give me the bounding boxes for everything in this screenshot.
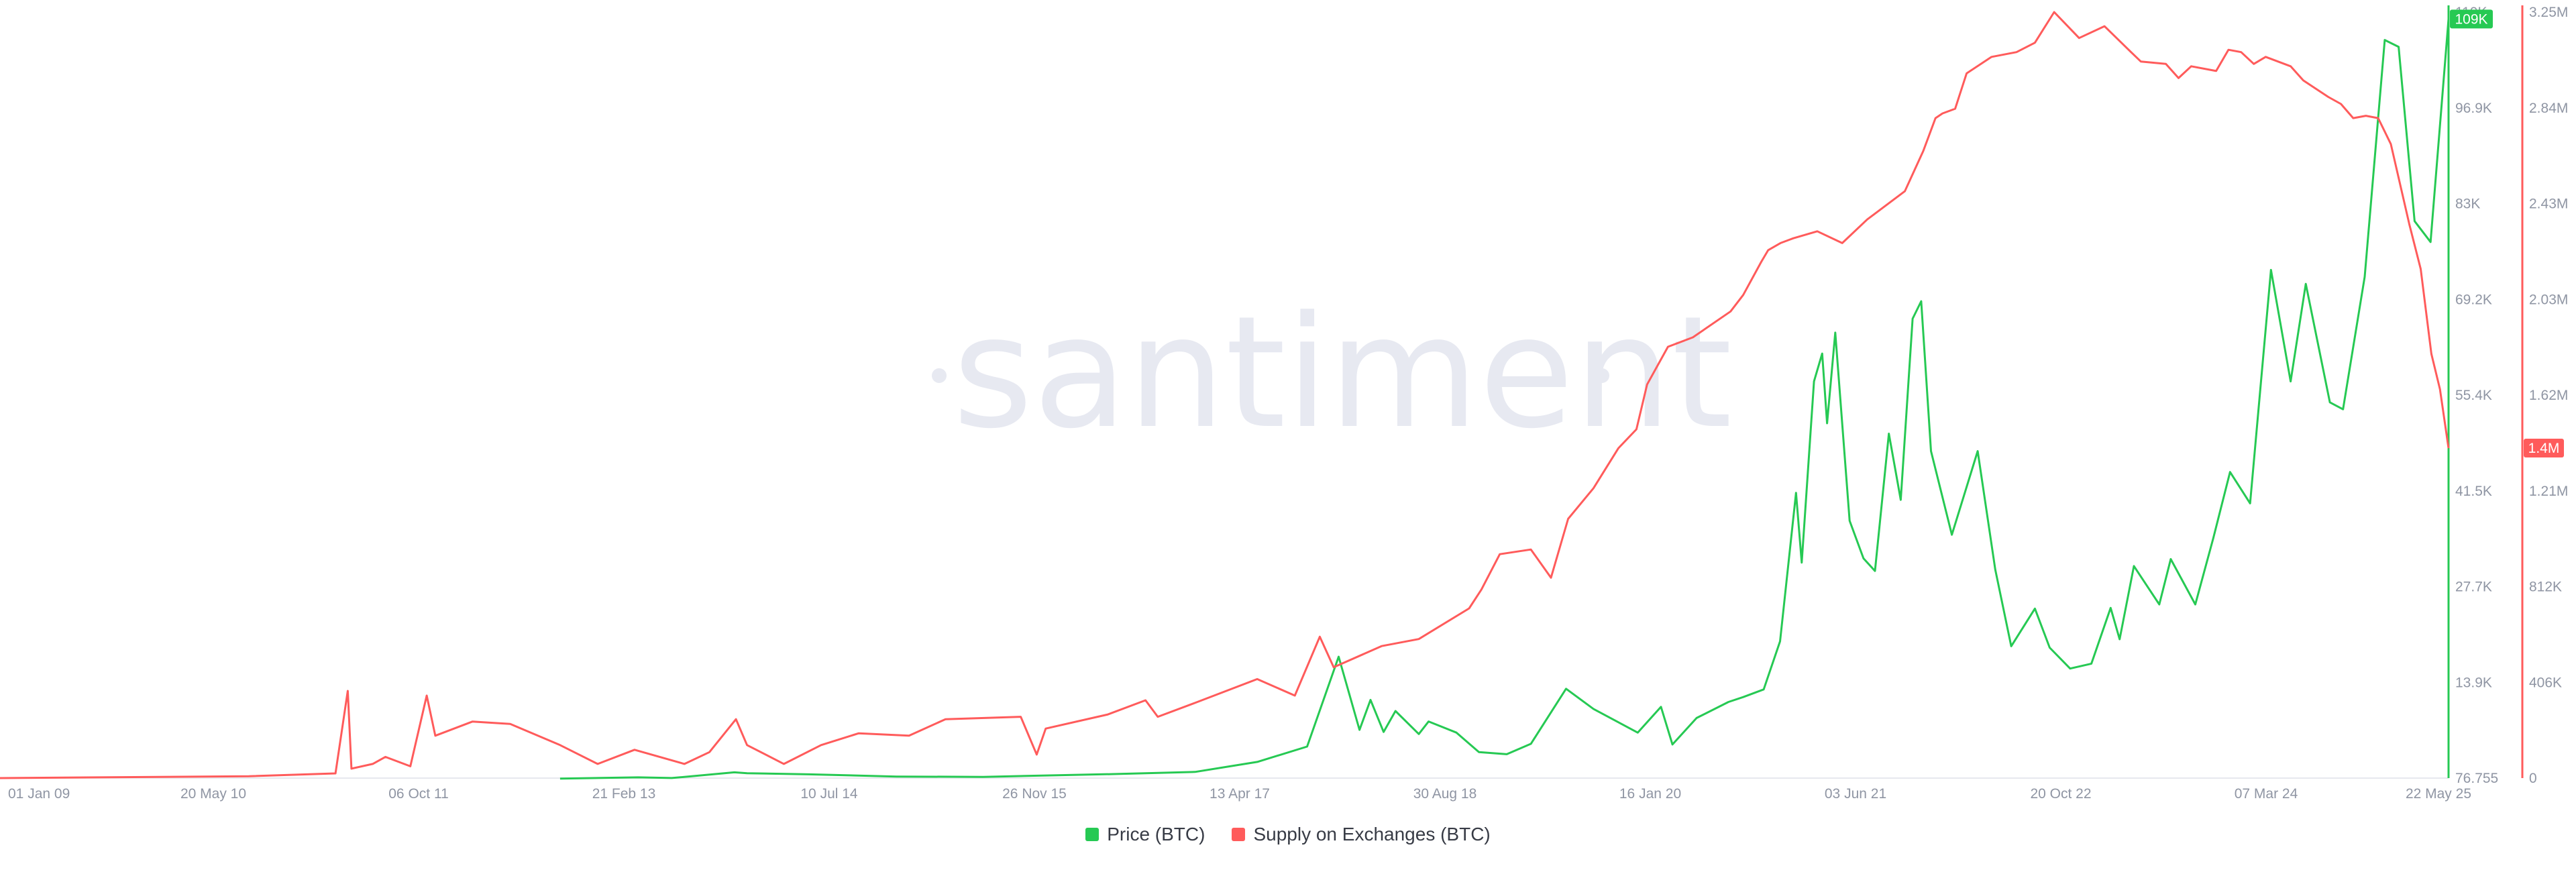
legend-label-price: Price (BTC) bbox=[1107, 824, 1205, 844]
supply-tick-label: 812K bbox=[2529, 580, 2562, 595]
price-tick-label: 83K bbox=[2455, 197, 2480, 212]
price-series-line bbox=[559, 19, 2450, 780]
supply-tick-label: 1.62M bbox=[2529, 388, 2568, 403]
x-tick-label: 16 Jan 20 bbox=[1619, 786, 1681, 802]
price-tick-label: 27.7K bbox=[2455, 580, 2492, 595]
supply-tick-label: 0 bbox=[2529, 771, 2537, 786]
legend-item-price[interactable]: Price (BTC) bbox=[1085, 824, 1205, 845]
supply-series-line bbox=[0, 11, 2450, 779]
legend-swatch-supply bbox=[1232, 828, 1246, 841]
x-tick-label: 01 Jan 09 bbox=[8, 786, 70, 802]
series-layer bbox=[0, 11, 2450, 780]
watermark: santiment bbox=[932, 284, 1732, 463]
watermark-dot-right bbox=[1595, 368, 1609, 383]
supply-tick-label: 3.25M bbox=[2529, 5, 2568, 20]
x-tick-label: 20 May 10 bbox=[180, 786, 246, 802]
x-tick-label: 26 Nov 15 bbox=[1002, 786, 1067, 802]
price-tick-label: 96.9K bbox=[2455, 101, 2492, 116]
price-current-badge-text: 109K bbox=[2455, 11, 2487, 27]
x-tick-label: 10 Jul 14 bbox=[800, 786, 858, 802]
supply-tick-label: 2.03M bbox=[2529, 292, 2568, 307]
supply-current-badge bbox=[2524, 439, 2564, 458]
chart-canvas: santiment 01 Jan 09 20 May 10 06 Oct 11 21 … bbox=[0, 5, 2568, 802]
supply-current-badge-text: 1.4M bbox=[2528, 441, 2560, 456]
watermark-dot-left bbox=[932, 368, 947, 383]
legend-item-supply[interactable]: Supply on Exchanges (BTC) bbox=[1232, 824, 1491, 845]
watermark-text: santiment bbox=[953, 284, 1732, 463]
x-tick-label: 07 Mar 24 bbox=[2235, 786, 2298, 802]
x-tick-label: 30 Aug 18 bbox=[1413, 786, 1477, 802]
current-value-badges: 109K 1.4M bbox=[2450, 9, 2564, 458]
x-tick-label: 21 Feb 13 bbox=[592, 786, 656, 802]
legend-label-supply: Supply on Exchanges (BTC) bbox=[1253, 824, 1491, 844]
supply-tick-label: 406K bbox=[2529, 675, 2562, 690]
price-tick-label: 69.2K bbox=[2455, 292, 2492, 307]
x-tick-label: 03 Jun 21 bbox=[1825, 786, 1886, 802]
supply-tick-label: 1.21M bbox=[2529, 484, 2568, 499]
legend: Price (BTC) Supply on Exchanges (BTC) bbox=[0, 824, 2576, 845]
legend-swatch-price bbox=[1085, 828, 1099, 841]
supply-tick-label: 2.43M bbox=[2529, 197, 2568, 212]
x-tick-label: 06 Oct 11 bbox=[388, 786, 449, 802]
price-tick-label: 76.755 bbox=[2455, 771, 2498, 786]
price-current-badge bbox=[2450, 9, 2493, 29]
x-tick-label: 20 Oct 22 bbox=[2030, 786, 2091, 802]
x-tick-label: 13 Apr 17 bbox=[1210, 786, 1270, 802]
price-tick-label: 55.4K bbox=[2455, 388, 2492, 403]
price-tick-label: 41.5K bbox=[2455, 484, 2492, 499]
supply-tick-label: 2.84M bbox=[2529, 101, 2568, 116]
price-tick-label: 13.9K bbox=[2455, 675, 2492, 690]
axes: 01 Jan 09 20 May 10 06 Oct 11 21 Feb 13 10 J… bbox=[0, 5, 2568, 802]
x-tick-label: 22 May 25 bbox=[2406, 786, 2471, 802]
